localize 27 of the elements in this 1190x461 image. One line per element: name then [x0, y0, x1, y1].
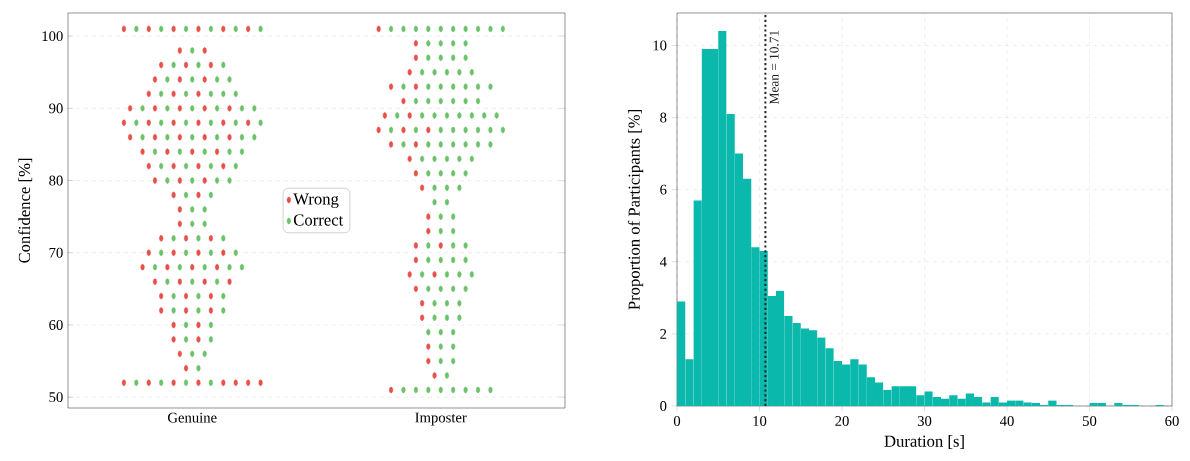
y-tick-label: 4 — [659, 256, 667, 267]
x-tick-label: 50 — [1083, 416, 1097, 426]
y-axis-title: Proportion of Participants [%] — [627, 110, 644, 310]
ref-line-label: Mean = 10.71 — [769, 30, 779, 105]
x-tick-label: Imposter — [415, 412, 467, 426]
y-tick-label: 60 — [49, 320, 63, 330]
y-tick-label: 8 — [660, 112, 667, 123]
y-axis-title: Confidence [%] — [18, 158, 33, 263]
y-tick-label: 100 — [42, 31, 63, 42]
x-axis-title: Duration [s] — [884, 435, 964, 449]
y-tick-label: 2 — [660, 329, 667, 339]
x-tick-label: 0 — [673, 416, 681, 426]
y-tick-label: 0 — [660, 401, 667, 411]
y-tick-label: 6 — [660, 184, 667, 195]
y-tick-label: 90 — [49, 103, 63, 114]
x-tick-label: 20 — [835, 416, 849, 426]
y-tick-label: 70 — [49, 247, 63, 258]
y-tick-label: 10 — [653, 40, 667, 51]
x-tick-label: 10 — [753, 416, 767, 426]
x-tick-label: 40 — [999, 416, 1014, 426]
legend-label: Correct — [293, 214, 344, 226]
x-tick-label: 60 — [1165, 416, 1179, 426]
legend-label: Wrong — [293, 193, 339, 209]
x-tick-label: Genuine — [168, 412, 217, 423]
x-tick-label: 30 — [917, 416, 932, 426]
y-tick-label: 80 — [49, 175, 63, 186]
y-tick-label: 50 — [49, 392, 63, 403]
